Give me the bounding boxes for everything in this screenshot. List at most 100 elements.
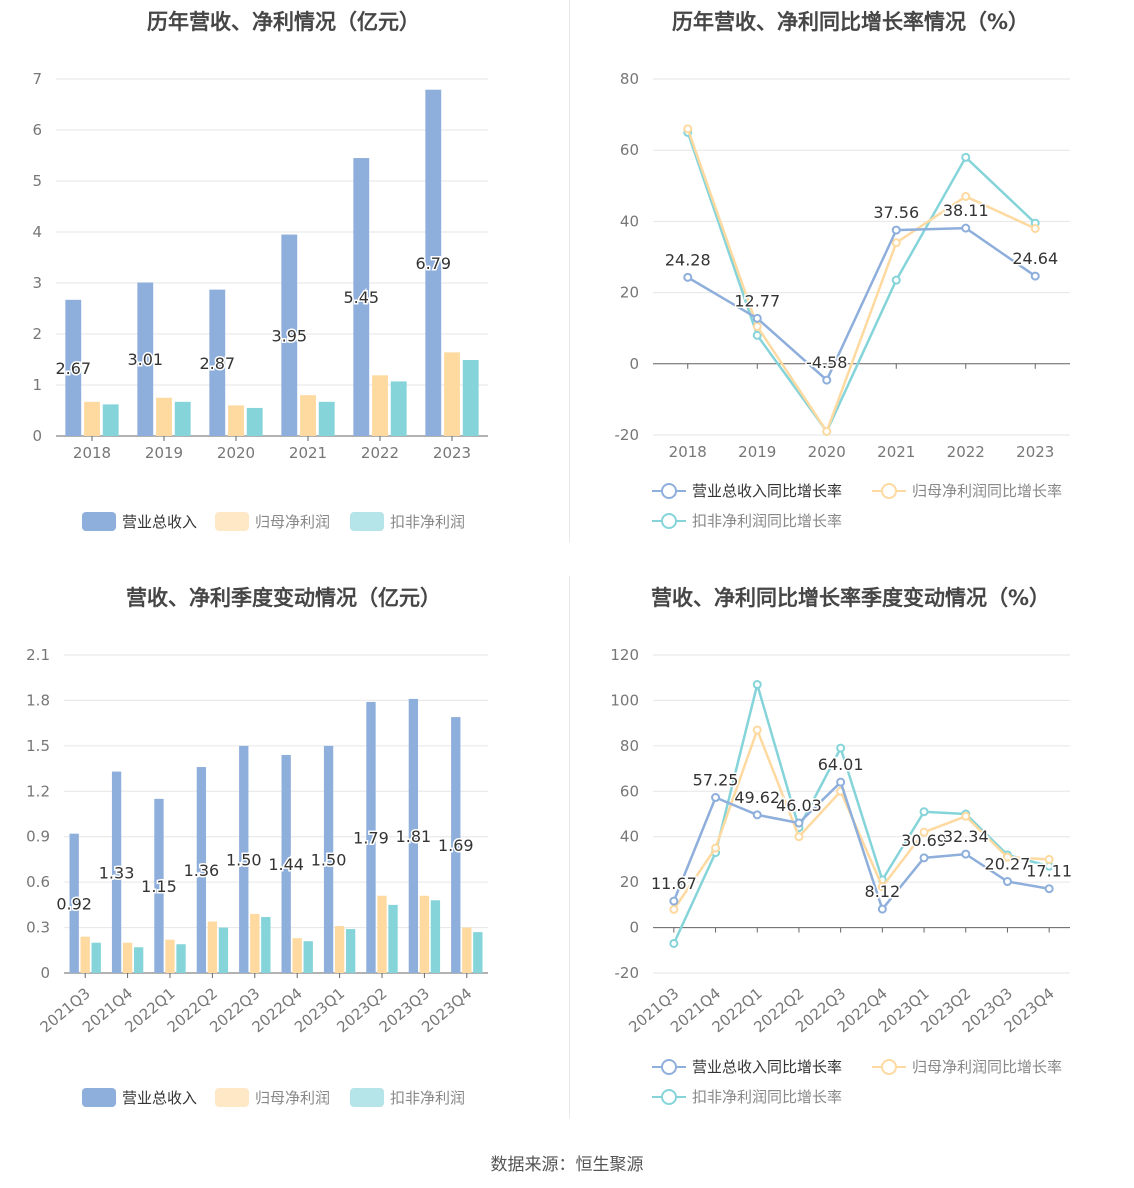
- bar-net-profit: [377, 895, 387, 973]
- bar-net-profit: [207, 921, 218, 973]
- data-label: 1.50: [311, 850, 347, 869]
- data-point: [683, 124, 693, 134]
- legend-item[interactable]: 扣非净利润: [350, 1087, 465, 1108]
- data-label: 49.62: [734, 788, 780, 807]
- data-point: [1044, 884, 1054, 894]
- data-label: 1.79: [353, 828, 389, 847]
- data-point: [794, 818, 804, 828]
- bar-revenue: [366, 701, 376, 973]
- data-point: [961, 152, 971, 162]
- y-tick-label: 0.6: [26, 873, 50, 891]
- data-point: [891, 225, 901, 235]
- data-point: [891, 275, 901, 285]
- data-label: 6.79: [415, 254, 451, 273]
- data-point: [836, 743, 846, 753]
- legend-label: 扣非净利润同比增长率: [692, 1088, 843, 1106]
- legend-item[interactable]: 归母净利润: [215, 511, 330, 532]
- x-tick-label: 2020: [808, 443, 846, 461]
- bar-net-profit: [84, 401, 100, 436]
- data-label: 20.27: [985, 855, 1031, 874]
- legend-item[interactable]: 营业总收入: [82, 1087, 197, 1108]
- data-point: [669, 904, 679, 914]
- y-tick-label: 20: [620, 873, 639, 891]
- bar-deducted-net-profit: [345, 929, 356, 973]
- data-point: [822, 426, 832, 436]
- series-line: [672, 779, 1050, 912]
- data-point: [919, 807, 929, 817]
- legend-swatch: [652, 1088, 686, 1106]
- data-point: [669, 896, 679, 906]
- bar-deducted-net-profit: [133, 947, 144, 973]
- data-point: [877, 882, 887, 892]
- data-point: [1044, 854, 1054, 864]
- y-tick-label: 1.8: [26, 691, 50, 709]
- series-line: [672, 726, 1050, 911]
- legend-swatch: [652, 482, 686, 500]
- bar-deducted-net-profit: [91, 942, 101, 973]
- bar-revenue: [137, 282, 154, 436]
- data-point: [752, 810, 762, 820]
- y-tick-label: 0.9: [26, 828, 50, 846]
- bar-revenue: [239, 745, 249, 973]
- bar-net-profit: [334, 926, 345, 973]
- legend-item[interactable]: 归母净利润同比增长率: [872, 1056, 1062, 1077]
- y-tick-label: 3: [32, 274, 42, 292]
- bar-net-profit: [300, 395, 316, 436]
- bar-deducted-net-profit: [102, 404, 119, 436]
- y-tick-label: 40: [620, 828, 639, 846]
- legend-item[interactable]: 扣非净利润: [350, 511, 465, 532]
- legend-swatch: [350, 512, 384, 531]
- data-label: 17.11: [1026, 862, 1072, 881]
- data-point: [752, 321, 762, 331]
- data-label: 24.64: [1012, 249, 1058, 268]
- bar-deducted-net-profit: [176, 944, 186, 973]
- bar-deducted-net-profit: [174, 401, 191, 436]
- legend-label: 归母净利润同比增长率: [912, 1058, 1063, 1076]
- data-point: [961, 811, 971, 821]
- y-tick-label: 0: [40, 964, 50, 982]
- legend-item[interactable]: 营业总收入同比增长率: [652, 480, 842, 501]
- data-point: [961, 849, 971, 859]
- legend-label: 扣非净利润: [390, 1089, 466, 1107]
- chart-title: 历年营收、净利情况（亿元）: [147, 10, 420, 34]
- y-tick-label: 2.1: [26, 646, 50, 664]
- data-point: [669, 938, 679, 948]
- y-tick-label: 80: [620, 70, 639, 88]
- data-point: [919, 827, 929, 837]
- data-label: 38.11: [943, 201, 989, 220]
- legend-item[interactable]: 归母净利润同比增长率: [872, 480, 1062, 501]
- bar-net-profit: [156, 397, 172, 436]
- data-label: 1.15: [141, 877, 177, 896]
- legend-swatch: [82, 512, 116, 531]
- y-tick-label: 1.5: [26, 737, 50, 755]
- bar-net-profit: [228, 405, 244, 436]
- x-tick-label: 2021: [877, 443, 915, 461]
- x-tick-label: 2023: [433, 444, 471, 462]
- legend-item[interactable]: 扣非净利润同比增长率: [652, 510, 842, 531]
- bar-deducted-net-profit: [246, 407, 263, 436]
- data-point: [961, 191, 971, 201]
- legend-item[interactable]: 营业总收入同比增长率: [652, 1056, 842, 1077]
- legend-label: 营业总收入同比增长率: [692, 482, 843, 500]
- chart-annual-growth-rate: 历年营收、净利同比增长率情况（%） -20 0 20 40 60 80 2018 2019 20…: [567, 0, 1134, 576]
- x-tick-label: 2018: [73, 444, 111, 462]
- data-point: [752, 725, 762, 735]
- data-label: 46.03: [776, 796, 822, 815]
- bar-revenue: [408, 698, 419, 973]
- legend-item[interactable]: 营业总收入: [82, 511, 197, 532]
- x-tick-label: 2023: [1016, 443, 1054, 461]
- y-tick-label: -20: [615, 964, 640, 982]
- bar-net-profit: [419, 895, 430, 973]
- data-label: 1.69: [438, 836, 474, 855]
- data-label: 32.34: [943, 827, 989, 846]
- y-tick-label: 20: [620, 284, 639, 302]
- legend-item[interactable]: 归母净利润: [215, 1087, 330, 1108]
- data-point: [891, 238, 901, 248]
- chart-plot: -200204060801001202021Q32021Q42022Q12022…: [610, 646, 1073, 1036]
- data-point: [961, 223, 971, 233]
- data-label: 12.77: [734, 291, 780, 310]
- legend-swatch: [215, 512, 249, 531]
- legend-label: 归母净利润同比增长率: [912, 482, 1063, 500]
- legend-item[interactable]: 扣非净利润同比增长率: [652, 1086, 842, 1107]
- data-label: 57.25: [693, 771, 739, 790]
